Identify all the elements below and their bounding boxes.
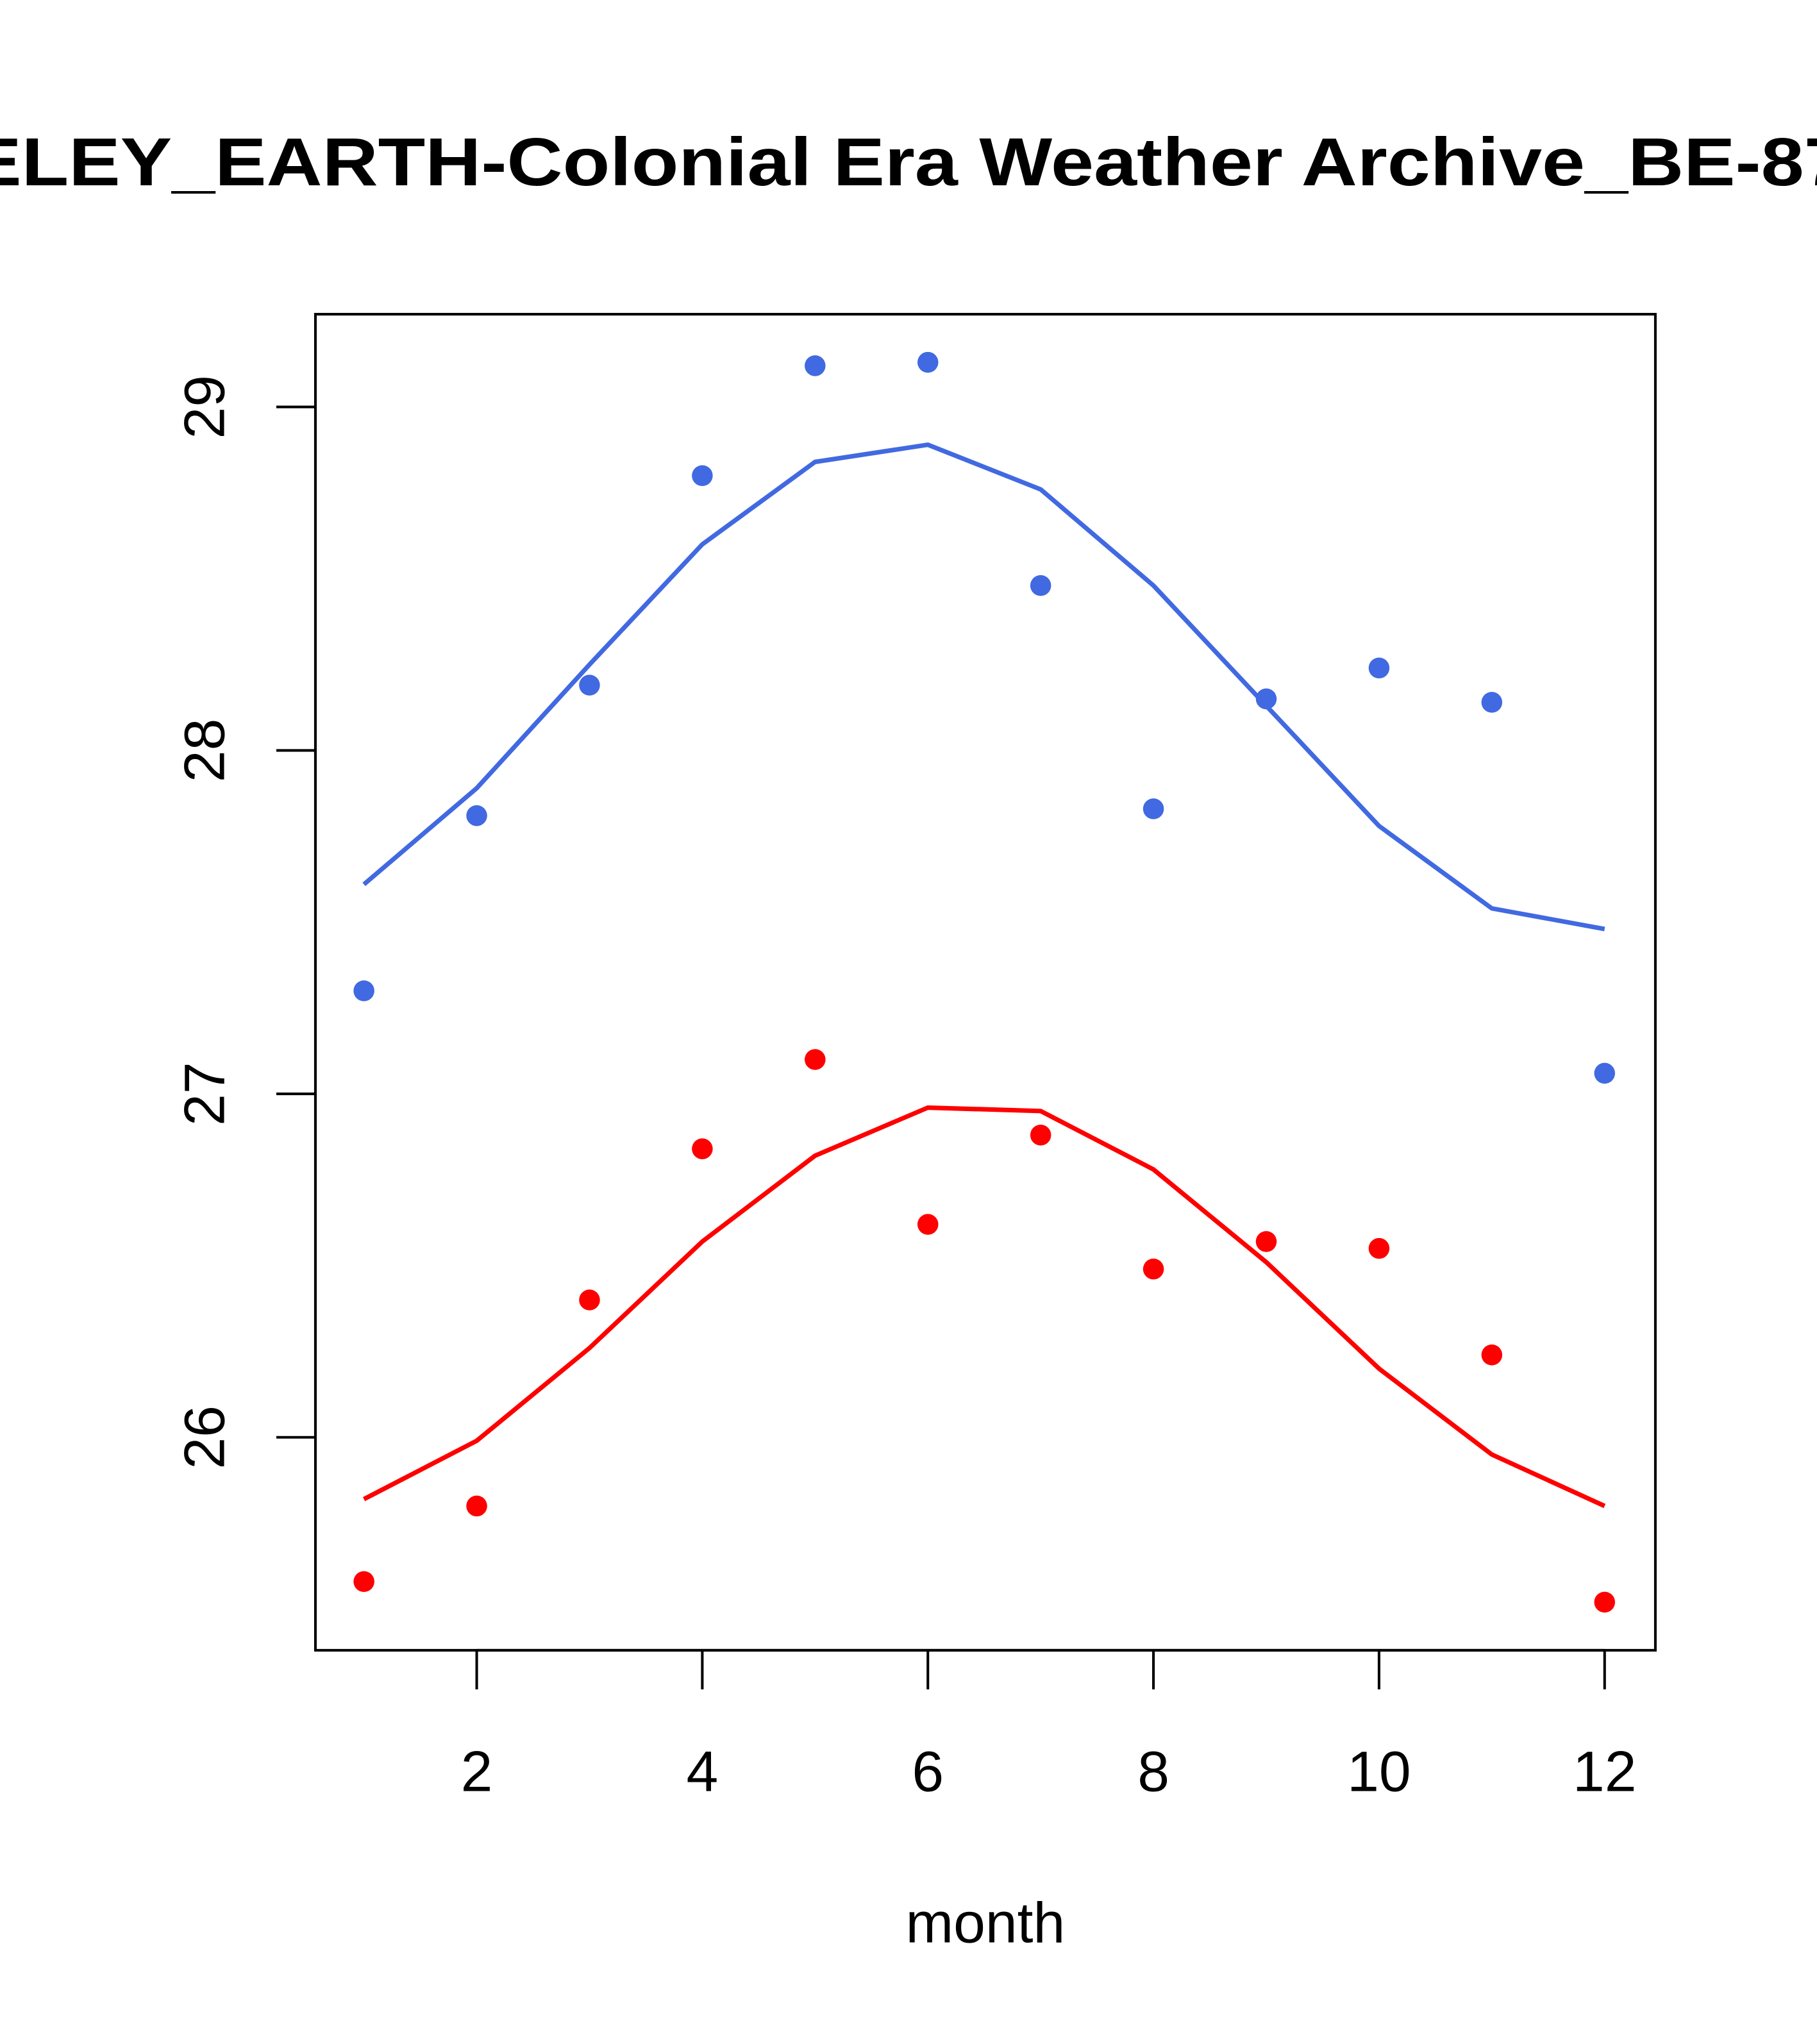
y-tick-label: 28: [172, 719, 237, 782]
series-line-blue-smooth: [362, 442, 1605, 932]
data-point-red-points: [1143, 1259, 1164, 1280]
data-point-blue-points: [1594, 1062, 1616, 1084]
x-tick-label: 2: [461, 1739, 493, 1803]
data-point-blue-points: [1030, 575, 1051, 596]
data-point-red-points: [917, 1214, 939, 1235]
y-tick-label: 27: [172, 1062, 237, 1125]
x-tick-label: 4: [687, 1739, 719, 1803]
data-point-red-points: [353, 1571, 374, 1593]
data-point-red-points: [1594, 1591, 1616, 1613]
data-point-blue-points: [692, 465, 713, 487]
data-point-blue-points: [1481, 692, 1503, 713]
data-point-red-points: [1368, 1237, 1390, 1259]
x-tick-label: 6: [912, 1739, 944, 1803]
data-point-blue-points: [917, 351, 939, 373]
data-point-red-points: [1255, 1231, 1277, 1252]
x-tick-label: 8: [1137, 1739, 1169, 1803]
data-point-red-points: [1030, 1125, 1051, 1146]
data-point-blue-points: [1255, 688, 1277, 710]
data-point-red-points: [692, 1138, 713, 1160]
y-tick-label: 29: [172, 375, 237, 439]
data-point-red-points: [1481, 1344, 1503, 1366]
series-line-red-smooth: [362, 1105, 1606, 1509]
plot-frame: [314, 313, 1657, 1652]
data-point-blue-points: [1143, 798, 1164, 819]
data-point-red-points: [805, 1049, 826, 1070]
data-point-blue-points: [1368, 657, 1390, 679]
x-tick-label: 10: [1347, 1739, 1411, 1803]
data-point-red-points: [466, 1495, 487, 1517]
x-tick-label: 12: [1573, 1739, 1636, 1803]
data-point-blue-points: [353, 980, 374, 1001]
x-axis-label: month: [906, 1890, 1066, 1954]
y-tick-label: 26: [172, 1405, 237, 1469]
chart-title: ELEY_EARTH-Colonial Era Weather Archive_…: [0, 124, 1817, 200]
data-point-blue-points: [579, 674, 600, 696]
data-point-blue-points: [805, 355, 826, 376]
data-point-blue-points: [466, 805, 487, 826]
data-point-red-points: [579, 1289, 600, 1311]
